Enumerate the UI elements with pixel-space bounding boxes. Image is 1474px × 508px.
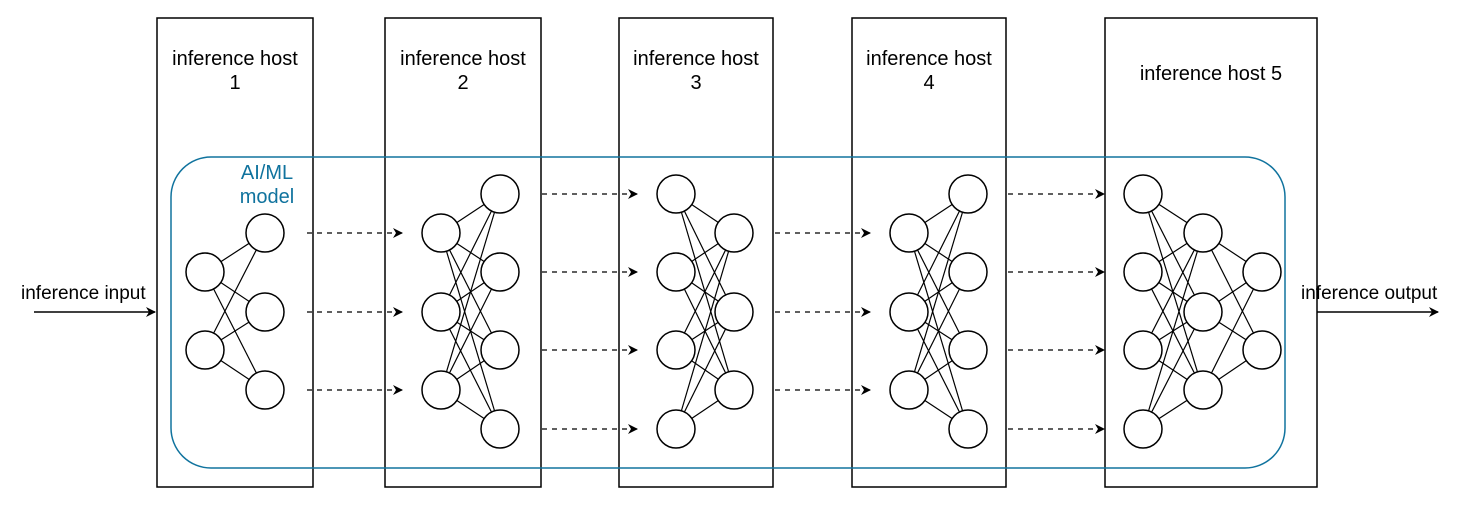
host-3-number: 3	[690, 72, 702, 94]
nn4-neuron-l1-3	[948, 409, 988, 449]
nn5-neuron-l0-1	[1123, 252, 1163, 292]
host-5-label: inference host 5	[1105, 62, 1317, 86]
host-4-number: 4	[923, 72, 935, 94]
host-3-title: inference host	[633, 48, 759, 70]
nn2-edge-l0-1-0	[440, 193, 501, 313]
host-3-box	[618, 17, 774, 488]
inference-output-label: inference output	[1301, 283, 1438, 304]
nn4-edge-l0-2-0	[908, 193, 969, 391]
nn4-neuron-l0-2	[889, 370, 929, 410]
nn5-edge-l0-2-0	[1142, 232, 1204, 351]
nn2-neuron-l1-3	[480, 409, 520, 449]
nn2-edge-l0-2-0	[440, 193, 501, 391]
nn4-edge-l0-1-0	[908, 193, 969, 313]
nn1-neuron-l0-1	[185, 330, 225, 370]
model-label: AI/ML model	[226, 161, 308, 209]
host-3-label: inference host 3	[619, 47, 773, 95]
nn4-edge-l0-2-1	[908, 271, 969, 391]
nn5-edge-l0-3-0	[1142, 232, 1204, 430]
nn2-neuron-l0-2	[421, 370, 461, 410]
nn5-edge-l0-3-1	[1142, 311, 1204, 430]
nn3-neuron-l1-2	[714, 370, 754, 410]
host-4-title: inference host	[866, 48, 992, 70]
host-1-number: 1	[229, 72, 241, 94]
model-boundary	[170, 156, 1286, 469]
nn4-neuron-l1-0	[948, 174, 988, 214]
nn5-edge-l1-2-0	[1202, 271, 1263, 391]
nn2-neuron-l0-1	[421, 292, 461, 332]
nn1-neuron-l1-0	[245, 213, 285, 253]
nn5-neuron-l2-0	[1242, 252, 1282, 292]
nn5-neuron-l0-2	[1123, 330, 1163, 370]
host-4-box	[851, 17, 1007, 488]
nn3-neuron-l1-1	[714, 292, 754, 332]
nn5-neuron-l1-2	[1183, 370, 1223, 410]
nn5-neuron-l1-1	[1183, 292, 1223, 332]
nn3-edge-l0-3-1	[675, 311, 735, 430]
nn2-neuron-l1-0	[480, 174, 520, 214]
nn1-edge-l0-1-0	[204, 232, 266, 351]
nn3-edge-l0-2-0	[675, 232, 735, 351]
nn5-neuron-l0-3	[1123, 409, 1163, 449]
host-1-title: inference host	[172, 48, 298, 70]
nn1-neuron-l1-2	[245, 370, 285, 410]
nn1-neuron-l1-1	[245, 292, 285, 332]
nn4-neuron-l0-1	[889, 292, 929, 332]
nn2-neuron-l1-2	[480, 330, 520, 370]
host-1-box	[156, 17, 314, 488]
nn5-neuron-l1-0	[1183, 213, 1223, 253]
nn2-edge-l0-2-1	[440, 271, 501, 391]
nn5-neuron-l0-0	[1123, 174, 1163, 214]
nn4-neuron-l1-2	[948, 330, 988, 370]
nn3-edge-l0-3-0	[675, 232, 735, 430]
host-2-label: inference host 2	[385, 47, 541, 95]
nn3-neuron-l0-3	[656, 409, 696, 449]
model-label-line1: AI/ML	[240, 162, 294, 184]
nn4-neuron-l1-1	[948, 252, 988, 292]
host-2-title: inference host	[400, 48, 526, 70]
host-5-title: inference host 5	[1139, 63, 1283, 85]
nn1-neuron-l0-0	[185, 252, 225, 292]
model-label-line2: model	[239, 186, 295, 208]
nn3-neuron-l0-0	[656, 174, 696, 214]
nn2-neuron-l0-0	[421, 213, 461, 253]
host-1-label: inference host 1	[157, 47, 313, 95]
host-5-box	[1104, 17, 1318, 488]
nn5-neuron-l2-1	[1242, 330, 1282, 370]
nn3-neuron-l0-2	[656, 330, 696, 370]
nn3-neuron-l1-0	[714, 213, 754, 253]
nn2-neuron-l1-1	[480, 252, 520, 292]
nn3-neuron-l0-1	[656, 252, 696, 292]
nn4-neuron-l0-0	[889, 213, 929, 253]
host-4-label: inference host 4	[852, 47, 1006, 95]
inference-input-label: inference input	[21, 283, 146, 304]
host-2-number: 2	[457, 72, 469, 94]
host-2-box	[384, 17, 542, 488]
